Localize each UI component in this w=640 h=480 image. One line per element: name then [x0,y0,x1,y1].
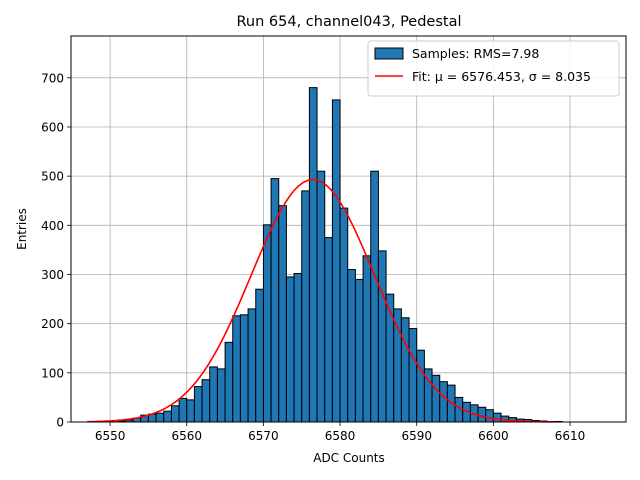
y-axis-ticks: 0 100 200 300 400 500 600 700 [41,71,71,430]
y-tick-label: 300 [41,268,64,282]
histogram-bar [370,170,379,423]
x-tick-label: 6600 [478,429,509,443]
legend-samples-swatch [374,47,404,60]
histogram-bar [324,237,333,423]
histogram-bar [393,308,402,423]
x-tick-label: 6590 [401,429,432,443]
histogram-bar [485,409,494,423]
histogram-bar [408,328,418,423]
x-tick-label: 6560 [171,429,202,443]
histogram-bar [201,379,211,423]
histogram-bar [224,341,234,423]
histogram-bar [354,278,364,423]
histogram-bar [178,397,188,423]
histogram-bar [301,190,310,423]
legend-box [367,40,620,97]
y-tick-label: 0 [56,416,64,430]
histogram-bar [239,314,249,423]
y-tick-label: 500 [41,170,64,184]
y-tick-label: 700 [41,71,64,85]
histogram-bar [255,288,264,423]
histogram-bar [308,87,318,423]
histogram-bar [278,205,287,423]
histogram-bar [400,317,410,423]
y-tick-label: 600 [41,120,64,134]
histogram-bar [492,412,502,423]
histogram-bar [216,368,226,423]
histogram-bar [347,269,356,423]
x-tick-label: 6580 [325,429,356,443]
histogram-bar [155,412,165,423]
x-tick-label: 6610 [555,429,586,443]
x-tick-label: 6550 [95,429,126,443]
legend: Samples: RMS=7.98 Fit: μ = 6576.453, σ =… [367,40,620,97]
histogram-bar [431,374,441,423]
histogram-bar [293,273,303,423]
fit-curve [87,178,555,423]
histogram-bar [170,405,180,423]
histogram-bar [247,308,257,423]
histogram-bar [262,224,272,423]
histogram-bar [316,170,326,423]
histogram-bar [285,276,295,423]
x-tick-label: 6570 [248,429,279,443]
histogram-bar [209,366,218,423]
histogram-bar [186,399,195,423]
fit-curve-group [87,178,555,423]
histogram-bar [416,349,425,423]
histogram-bar [163,410,172,423]
histogram-bar [331,99,341,423]
histogram-bar [232,315,241,423]
legend-samples-label: Samples: RMS=7.98 [412,46,539,61]
chart-title: Run 654, channel043, Pedestal [236,14,461,30]
x-axis-label: ADC Counts [313,451,385,465]
histogram-bar [439,381,448,423]
histogram-bar [339,207,349,423]
y-tick-label: 400 [41,219,64,233]
plot-frame [70,35,627,423]
histogram-bar [193,386,203,423]
y-axis-label: Entries [15,208,29,250]
histogram-bar [377,250,387,423]
legend-fit-label: Fit: μ = 6576.453, σ = 8.035 [412,69,591,84]
y-tick-label: 100 [41,366,64,380]
histogram-bar [477,406,487,423]
x-axis-ticks: 6550 6560 6570 6580 6590 6600 6610 [95,422,585,443]
histogram-bar [362,255,372,423]
y-tick-label: 200 [41,317,64,331]
histogram-bar [385,293,395,423]
